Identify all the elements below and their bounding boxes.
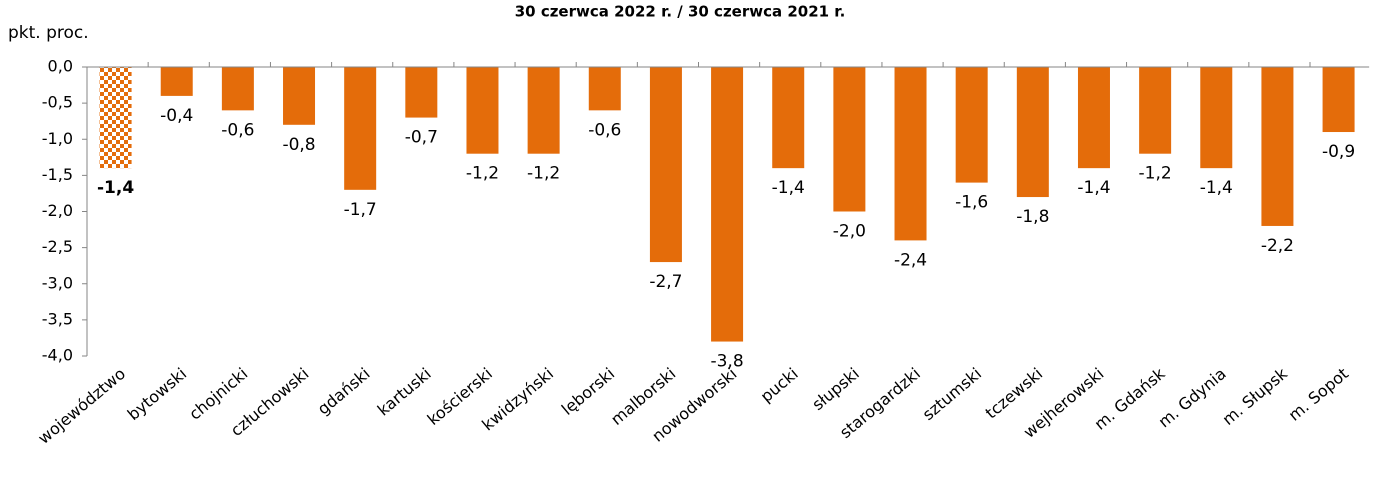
value-label: -1,4 (97, 178, 134, 198)
x-tick-label: słupski (808, 364, 863, 414)
y-tick-label: -3,5 (42, 309, 73, 328)
value-label: -1,7 (344, 200, 377, 220)
bar (1261, 67, 1294, 226)
bar (711, 67, 744, 342)
bar (1200, 67, 1233, 169)
bar (833, 67, 866, 212)
value-label: -2,4 (894, 250, 927, 270)
bar (1077, 67, 1110, 169)
bar (772, 67, 805, 169)
value-label: -2,7 (649, 272, 682, 292)
x-tick-label: sztumski (919, 364, 985, 424)
bar (466, 67, 499, 154)
value-label: -0,9 (1322, 142, 1355, 162)
bar (1322, 67, 1355, 133)
value-label: -1,4 (772, 178, 805, 198)
value-label: -0,6 (221, 120, 254, 140)
bar (588, 67, 621, 111)
bar (649, 67, 682, 263)
bar (527, 67, 560, 154)
value-label: -1,8 (1016, 207, 1049, 227)
bar (221, 67, 254, 111)
value-label: -0,8 (282, 135, 315, 155)
x-tick-label: pucki (757, 364, 802, 406)
value-label: -0,4 (160, 106, 193, 126)
x-tick-label: województwo (34, 364, 129, 448)
y-tick-label: -3,0 (42, 273, 73, 292)
x-tick-label: m. Słupsk (1219, 363, 1292, 428)
x-tick-label: lęborski (558, 364, 618, 419)
bar (894, 67, 927, 241)
x-tick-label: gdański (314, 364, 374, 419)
x-tick-label: kartuski (374, 364, 435, 420)
x-tick-label: bytowski (124, 364, 190, 424)
y-tick-label: 0,0 (48, 57, 73, 76)
bar (160, 67, 193, 96)
y-axis-label: pkt. proc. (8, 23, 89, 43)
chart-title: 30 czerwca 2022 r. / 30 czerwca 2021 r. (515, 3, 846, 21)
bar (1139, 67, 1172, 154)
value-label: -1,4 (1200, 178, 1233, 198)
y-tick-label: -2,0 (42, 201, 73, 220)
value-label: -0,7 (405, 128, 438, 148)
bar (99, 67, 132, 169)
value-label: -1,2 (466, 164, 499, 184)
bar (283, 67, 316, 125)
bar (344, 67, 377, 190)
bar (405, 67, 438, 118)
value-label: -1,2 (527, 164, 560, 184)
y-tick-label: -1,5 (42, 165, 73, 184)
value-label: -1,2 (1139, 164, 1172, 184)
value-label: -2,2 (1261, 236, 1294, 256)
y-tick-label: -0,5 (42, 93, 73, 112)
bar (1016, 67, 1049, 198)
x-tick-label: m. Gdynia (1155, 364, 1230, 431)
y-tick-label: -2,5 (42, 237, 73, 256)
y-tick-label: -1,0 (42, 129, 73, 148)
value-label: -3,8 (710, 352, 743, 372)
value-label: -1,6 (955, 193, 988, 213)
value-label: -1,4 (1077, 178, 1110, 198)
value-label: -0,6 (588, 120, 621, 140)
y-tick-label: -4,0 (42, 346, 73, 365)
value-label: -2,0 (833, 222, 866, 242)
bar (955, 67, 988, 183)
x-tick-label: m. Sopot (1285, 364, 1352, 425)
